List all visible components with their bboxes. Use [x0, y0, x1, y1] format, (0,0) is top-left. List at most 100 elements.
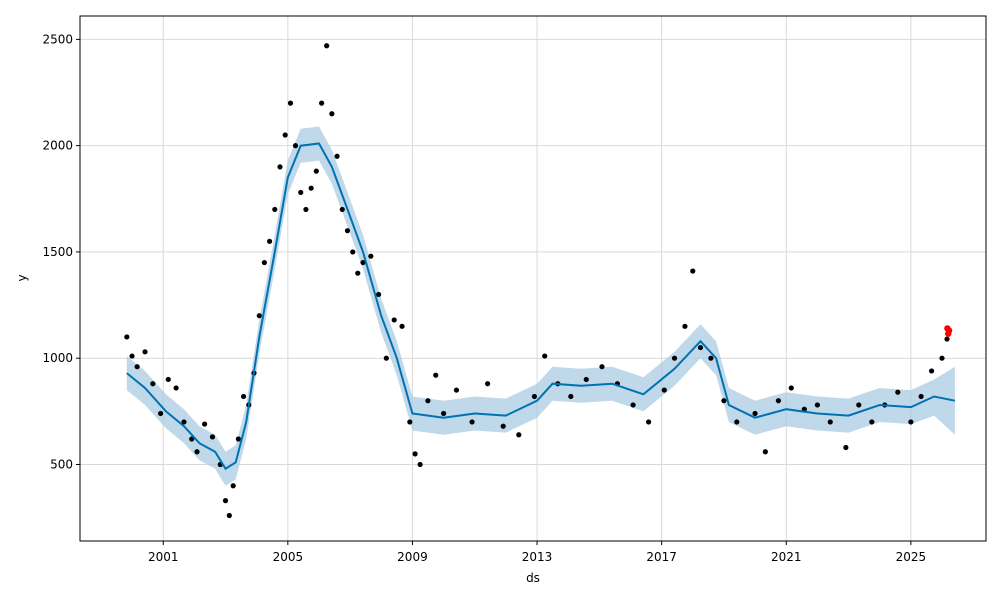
observed-point	[788, 385, 794, 391]
observed-point	[856, 402, 862, 408]
observed-point	[690, 268, 696, 274]
observed-point	[599, 364, 605, 370]
observed-point	[181, 419, 187, 425]
observed-point	[261, 259, 267, 266]
observed-point	[350, 249, 356, 255]
observed-point	[298, 189, 304, 196]
observed-point	[417, 461, 423, 468]
x-tick-label: 2001	[148, 550, 179, 564]
observed-point	[928, 368, 935, 374]
observed-point	[375, 291, 382, 298]
observed-point	[209, 434, 216, 440]
y-tick-label: 1000	[42, 351, 73, 365]
x-axis-label: ds	[526, 571, 540, 585]
x-tick-label: 2025	[896, 550, 927, 564]
observed-point	[484, 381, 491, 387]
observed-point	[661, 387, 667, 393]
observed-point	[391, 317, 397, 323]
observed-points	[124, 43, 950, 519]
observed-point	[157, 410, 164, 417]
observed-point	[256, 313, 262, 319]
observed-point	[344, 228, 351, 234]
observed-point	[500, 423, 506, 429]
observed-point	[319, 100, 325, 106]
x-tick-label: 2013	[522, 550, 553, 564]
highlight-point	[945, 327, 953, 334]
observed-point	[762, 449, 768, 455]
observed-point	[368, 253, 374, 259]
x-axis: 2001 2005 2009 2013 2017 2021 2025	[148, 541, 926, 564]
observed-point	[697, 344, 704, 351]
x-tick-label: 2021	[771, 550, 802, 564]
observed-point	[453, 387, 460, 393]
observed-point	[918, 393, 924, 400]
observed-point	[843, 444, 849, 451]
observed-point	[895, 389, 901, 395]
y-tick-label: 2500	[42, 32, 73, 46]
observed-point	[682, 323, 688, 329]
observed-point	[240, 393, 247, 400]
observed-point	[308, 185, 314, 191]
observed-point	[277, 164, 283, 170]
observed-point	[814, 402, 820, 408]
observed-point	[173, 385, 179, 391]
observed-point	[355, 270, 361, 276]
observed-point	[272, 206, 278, 213]
observed-point	[469, 419, 475, 425]
observed-point	[516, 432, 522, 438]
observed-point	[334, 153, 340, 159]
observed-point	[165, 376, 171, 383]
observed-point	[827, 419, 833, 425]
observed-point	[360, 259, 366, 266]
observed-point	[671, 355, 678, 361]
highlight-points	[944, 325, 953, 337]
y-tick-label: 2000	[42, 139, 73, 153]
observed-point	[583, 376, 589, 383]
observed-point	[124, 334, 130, 340]
observed-point	[383, 355, 389, 361]
fit-path	[126, 142, 956, 471]
observed-point	[708, 355, 714, 361]
y-tick-label: 1500	[42, 245, 73, 259]
uncertainty-band	[126, 126, 955, 486]
observed-point	[339, 206, 345, 213]
observed-point	[134, 364, 140, 370]
observed-point	[202, 421, 208, 427]
observed-point	[721, 398, 727, 404]
x-tick-label: 2017	[646, 550, 677, 564]
observed-point	[399, 323, 405, 329]
observed-point	[630, 402, 636, 408]
observed-point	[425, 398, 431, 404]
observed-point	[440, 410, 447, 417]
observed-point	[908, 419, 914, 425]
y-tick-label: 500	[50, 457, 73, 471]
observed-point	[542, 353, 548, 359]
y-axis-label: y	[15, 274, 29, 281]
observed-point	[646, 419, 652, 425]
observed-point	[407, 419, 413, 425]
observed-point	[752, 410, 758, 417]
observed-point	[226, 512, 232, 519]
observed-point	[329, 111, 335, 117]
observed-point	[869, 419, 875, 425]
y-axis: 500 1000 1500 2000 2500	[42, 32, 80, 471]
x-tick-label: 2005	[273, 550, 304, 564]
plot-frame	[79, 15, 987, 542]
observed-point	[230, 483, 236, 489]
grid	[80, 16, 986, 541]
observed-point	[531, 393, 538, 400]
observed-point	[292, 143, 299, 149]
observed-point	[939, 355, 945, 361]
observed-point	[189, 436, 195, 442]
observed-point	[142, 349, 148, 355]
observed-point	[222, 498, 229, 504]
fit-line	[126, 142, 956, 471]
observed-point	[324, 43, 330, 49]
observed-point	[150, 381, 156, 387]
observed-point	[235, 436, 241, 442]
x-tick-label: 2009	[397, 550, 428, 564]
observed-point	[303, 206, 309, 213]
observed-point	[129, 353, 135, 359]
observed-point	[266, 238, 273, 244]
